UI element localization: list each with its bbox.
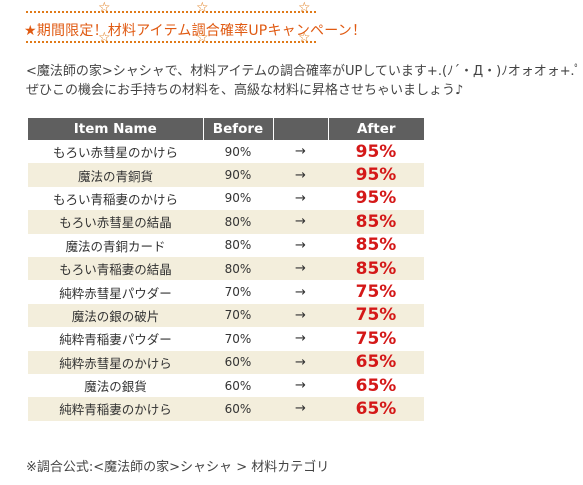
header-item-name: Item Name xyxy=(28,118,204,140)
item-name: もろい赤彗星のかけら xyxy=(52,145,178,161)
after-value: 95% xyxy=(355,188,397,209)
after-value: 75% xyxy=(328,303,424,328)
after-value: 65% xyxy=(328,397,424,421)
after-value: 95% xyxy=(355,141,397,162)
after-value: 85% xyxy=(328,256,424,281)
before-value: 80% xyxy=(203,256,273,281)
header-arrow xyxy=(273,118,329,140)
arrow-icon: → xyxy=(295,378,306,394)
intro-line-2: ぜひこの機会にお手持ちの材料を、高級な材料に昇格させちゃいましょう♪ xyxy=(26,83,464,98)
star-icon: ☆ xyxy=(196,30,209,46)
star-icon: ☆ xyxy=(196,0,209,16)
table-row: もろい赤彗星のかけら 90% → 95% xyxy=(28,140,424,163)
table-row: もろい赤彗星の結晶 80% → 85% xyxy=(28,210,424,234)
before-value: 60% xyxy=(203,350,273,374)
arrow-icon: → xyxy=(273,163,328,187)
star-icon: ☆ xyxy=(98,30,111,46)
arrow-icon: → xyxy=(295,331,306,347)
star-filled-icon: ★ xyxy=(24,23,37,39)
item-name: 魔法の銀の破片 xyxy=(28,303,203,328)
campaign-title: ★期間限定！材料アイテム調合確率UPキャンペーン！ xyxy=(24,20,366,40)
before-value: 80% xyxy=(224,238,252,253)
before-value: 90% xyxy=(224,191,252,206)
after-value: 75% xyxy=(355,328,397,349)
item-name: 純粋青稲妻パウダー xyxy=(59,332,172,348)
dotted-star-divider-top: ☆ ☆ ☆ xyxy=(26,0,316,19)
dotted-star-divider-bottom: ☆ ☆ ☆ xyxy=(26,30,316,49)
arrow-icon: → xyxy=(273,210,328,234)
after-value: 95% xyxy=(328,163,424,187)
item-name: もろい青稲妻の結晶 xyxy=(28,256,203,281)
after-value: 75% xyxy=(355,282,397,303)
before-value: 90% xyxy=(203,163,273,187)
header-after: After xyxy=(328,118,424,140)
intro-line-1: <魔法師の家>シャシャで、材料アイテムの調合確率がUPしています+.(ﾉ´・Д・… xyxy=(26,64,581,79)
arrow-icon: → xyxy=(273,256,328,281)
item-name: 魔法の青銅貨 xyxy=(28,163,203,187)
before-value: 60% xyxy=(224,378,252,393)
table-row: 魔法の青銅カード 80% → 85% xyxy=(28,234,424,257)
before-value: 70% xyxy=(224,285,252,300)
campaign-title-text: 期間限定！材料アイテム調合確率UPキャンペーン！ xyxy=(36,23,367,39)
item-name: もろい赤彗星の結晶 xyxy=(28,210,203,234)
before-value: 70% xyxy=(224,331,252,346)
item-name: 魔法の銀貨 xyxy=(84,379,147,395)
footnote: ※調合公式:<魔法師の家>シャシャ > 材料カテゴリ xyxy=(26,460,330,475)
table-row: 純粋青稲妻パウダー 70% → 75% xyxy=(28,327,424,350)
before-value: 80% xyxy=(203,210,273,234)
table-header-row: Item Name Before After xyxy=(28,118,424,140)
arrow-icon: → xyxy=(295,144,306,160)
arrow-icon: → xyxy=(295,190,306,206)
table-row: 純粋赤彗星のかけら 60% → 65% xyxy=(28,350,424,374)
table-row: もろい青稲妻のかけら 90% → 95% xyxy=(28,187,424,210)
table-row: 純粋赤彗星パウダー 70% → 75% xyxy=(28,280,424,303)
table-row: 魔法の銀の破片 70% → 75% xyxy=(28,303,424,328)
after-value: 85% xyxy=(355,235,397,256)
header-before: Before xyxy=(203,118,274,140)
item-name: 純粋赤彗星パウダー xyxy=(59,285,172,301)
table-row: 純粋青稲妻のかけら 60% → 65% xyxy=(28,397,424,421)
arrow-icon: → xyxy=(273,397,328,421)
arrow-icon: → xyxy=(295,237,306,253)
arrow-icon: → xyxy=(273,303,328,328)
item-name: もろい青稲妻のかけら xyxy=(52,191,178,207)
arrow-icon: → xyxy=(295,284,306,300)
intro-text: <魔法師の家>シャシャで、材料アイテムの調合確率がUPしています+.(ﾉ´・Д・… xyxy=(26,62,581,100)
after-value: 65% xyxy=(328,350,424,374)
star-icon: ☆ xyxy=(98,0,111,16)
item-name: 純粋赤彗星のかけら xyxy=(28,350,203,374)
table-row: 魔法の青銅貨 90% → 95% xyxy=(28,163,424,187)
item-name: 純粋青稲妻のかけら xyxy=(28,397,203,421)
after-value: 85% xyxy=(328,210,424,234)
star-icon: ☆ xyxy=(298,0,311,16)
star-icon: ☆ xyxy=(298,30,311,46)
before-value: 90% xyxy=(224,144,252,159)
after-value: 65% xyxy=(355,375,397,396)
before-value: 70% xyxy=(203,303,273,328)
table-row: もろい青稲妻の結晶 80% → 85% xyxy=(28,256,424,281)
item-name: 魔法の青銅カード xyxy=(65,238,166,254)
probability-table: Item Name Before After もろい赤彗星のかけら 90% → … xyxy=(28,118,424,421)
table-row: 魔法の銀貨 60% → 65% xyxy=(28,374,424,397)
arrow-icon: → xyxy=(273,350,328,374)
before-value: 60% xyxy=(203,397,273,421)
